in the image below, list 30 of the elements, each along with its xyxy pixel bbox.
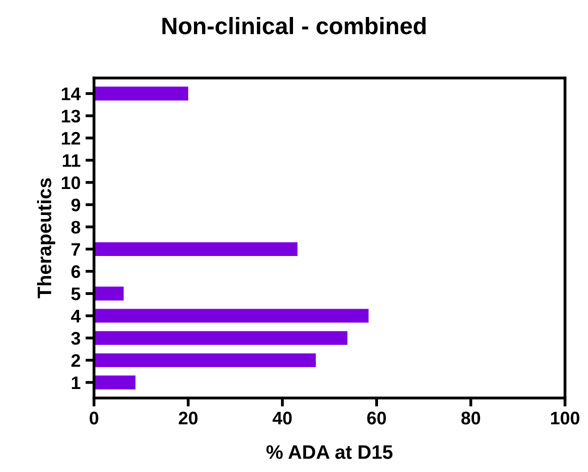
- x-tick-label: 80: [461, 412, 480, 424]
- bar: [94, 242, 298, 256]
- x-axis-title: % ADA at D15: [266, 445, 393, 459]
- bar: [94, 376, 136, 390]
- bar: [94, 353, 316, 368]
- chart-title: Non-clinical - combined: [162, 16, 426, 34]
- y-tick-label: 6: [71, 265, 80, 278]
- y-tick-label: 11: [62, 154, 80, 167]
- y-tick-label: 12: [62, 132, 80, 145]
- bar: [94, 308, 369, 323]
- x-tick-label: 20: [178, 412, 198, 424]
- y-tick-label: 7: [72, 243, 80, 256]
- y-tick-label: 4: [71, 310, 81, 322]
- y-tick-label: 8: [71, 220, 80, 234]
- y-tick-label: 14: [62, 88, 81, 100]
- y-tick-label: 9: [71, 198, 80, 212]
- y-tick-label: 10: [62, 176, 80, 190]
- y-tick-label: 13: [62, 110, 80, 123]
- x-tick-label: 100: [551, 412, 580, 424]
- y-tick-label: 1: [72, 376, 80, 389]
- x-tick-label: 40: [272, 412, 292, 424]
- bar: [94, 86, 188, 100]
- bar: [94, 286, 124, 300]
- x-tick-label: 0: [90, 412, 98, 424]
- x-tick-label: 60: [367, 412, 386, 424]
- y-tick-label: 5: [71, 288, 80, 300]
- y-axis-title: Therapeutics: [37, 178, 56, 298]
- bar: [94, 331, 348, 345]
- y-tick-label: 3: [71, 332, 80, 345]
- y-tick-label: 2: [71, 354, 80, 367]
